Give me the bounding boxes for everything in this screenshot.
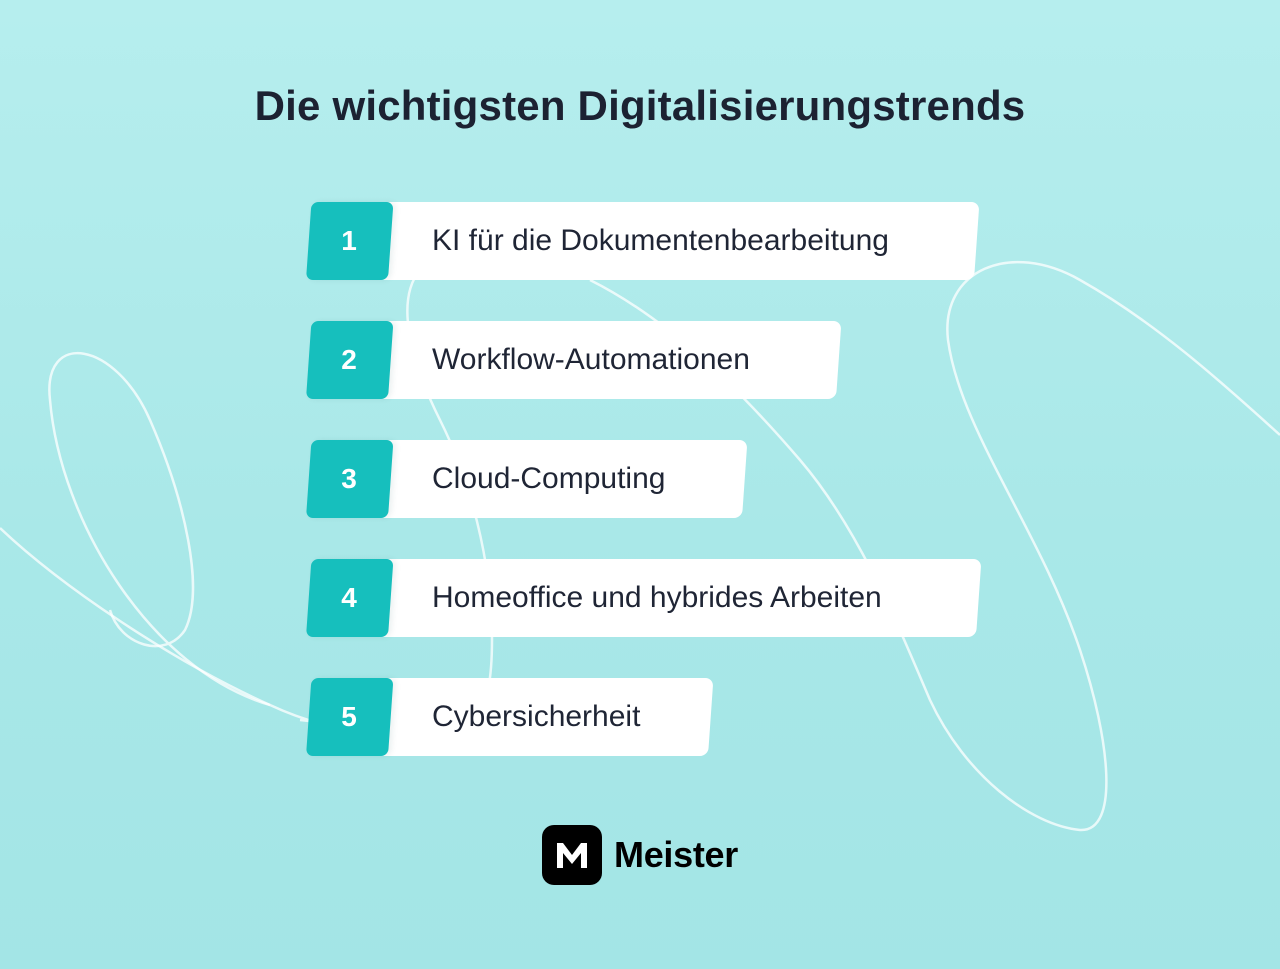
trend-number: 1 [341,225,357,256]
trend-label: KI für die Dokumentenbearbeitung [432,224,889,257]
trend-item: Cloud-Computing 3 [306,440,748,518]
trend-number: 2 [341,344,357,375]
trend-label: Cloud-Computing [432,462,666,495]
trend-item: Cybersicherheit 5 [306,678,714,756]
trend-item: Homeoffice und hybrides Arbeiten 4 [306,559,982,637]
trend-number: 5 [341,701,357,732]
trend-label: Workflow-Automationen [432,343,750,376]
brand-name: Meister [614,834,738,875]
trend-item: KI für die Dokumentenbearbeitung 1 [306,202,980,280]
meister-m-logo-icon [542,825,602,885]
trend-number: 4 [341,582,357,613]
page-title: Die wichtigsten Digitalisierungstrends [254,82,1026,129]
trend-label: Cybersicherheit [432,700,641,733]
trend-number: 3 [341,463,357,494]
trend-item: Workflow-Automationen 2 [306,321,842,399]
trend-label: Homeoffice und hybrides Arbeiten [432,581,882,614]
